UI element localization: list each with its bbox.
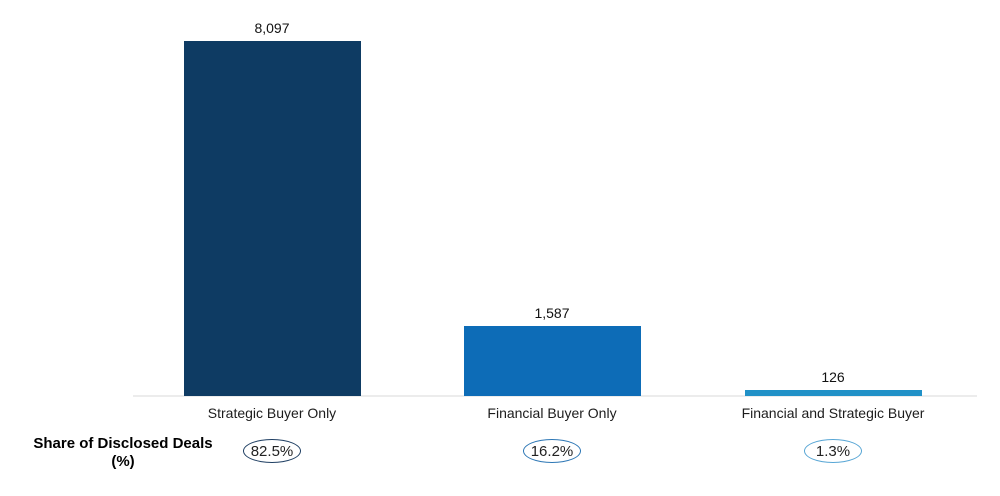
x-axis-line	[133, 395, 977, 397]
bar-financial-buyer-only	[463, 326, 641, 396]
share-pill-financial-buyer-only: 16.2%	[523, 439, 581, 463]
category-label-strategic-buyer-only: Strategic Buyer Only	[207, 405, 337, 421]
bar-value-label-financial-buyer-only: 1,587	[534, 305, 570, 321]
share-row-label: Share of Disclosed Deals (%)	[25, 435, 221, 471]
share-row-label-line1: Share of Disclosed Deals	[33, 435, 213, 452]
share-row-label-line2: (%)	[111, 453, 135, 470]
category-label-financial-and-strategic-buyer: Financial and Strategic Buyer	[741, 405, 925, 421]
share-pill-strategic-buyer-only: 82.5%	[243, 439, 301, 463]
share-pill-financial-and-strategic-buyer: 1.3%	[804, 439, 862, 463]
bar-value-label-financial-and-strategic-buyer: 126	[821, 369, 845, 385]
bar-value-label-strategic-buyer-only: 8,097	[254, 20, 290, 36]
bar-strategic-buyer-only	[183, 41, 361, 396]
bar-financial-and-strategic-buyer	[744, 390, 922, 396]
category-label-financial-buyer-only: Financial Buyer Only	[487, 405, 617, 421]
